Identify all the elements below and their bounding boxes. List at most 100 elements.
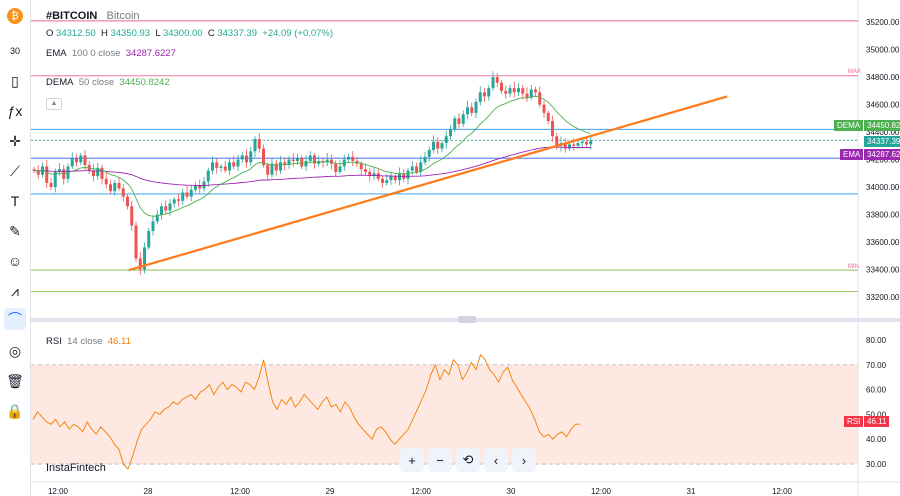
candle-body bbox=[300, 158, 304, 167]
candle-body bbox=[121, 188, 125, 197]
ema-legend[interactable]: EMA 100 0 close 34287.6227 bbox=[46, 48, 176, 59]
zoom-in-button[interactable]: + bbox=[400, 448, 424, 472]
ema-price-tag: 34287.62 bbox=[864, 149, 900, 160]
symbol-title[interactable]: #BITCOIN bbox=[46, 10, 98, 22]
candle-body bbox=[138, 258, 142, 270]
candle-body bbox=[32, 169, 36, 171]
price-tick-label: 34600.00 bbox=[866, 101, 900, 110]
candle-body bbox=[393, 176, 397, 181]
text-icon[interactable]: T bbox=[10, 193, 20, 209]
candle-body bbox=[202, 181, 206, 189]
candle-body bbox=[551, 121, 554, 137]
candle-body bbox=[296, 158, 299, 161]
candle-body bbox=[109, 184, 112, 192]
time-tick-label: 28 bbox=[144, 487, 153, 496]
close-value: 34337.39 bbox=[217, 28, 257, 39]
ema-params: 100 0 close bbox=[71, 48, 121, 59]
candle-body bbox=[415, 166, 418, 172]
candle-body bbox=[466, 107, 469, 115]
candle-body bbox=[351, 156, 355, 161]
rsi-legend[interactable]: RSI 14 close 46.11 bbox=[46, 336, 131, 347]
ema-label: EMA bbox=[46, 48, 67, 59]
symbol-name: Bitcoin bbox=[106, 10, 140, 22]
candle-body bbox=[491, 77, 495, 89]
candle-body bbox=[147, 230, 151, 248]
candle-body bbox=[457, 118, 461, 124]
indicators-icon[interactable]: ƒx bbox=[7, 103, 23, 119]
candle-body bbox=[568, 144, 571, 149]
candle-body bbox=[555, 136, 559, 146]
candle-body bbox=[389, 176, 393, 181]
high-value: 34350.93 bbox=[110, 28, 151, 39]
brush-icon[interactable]: ✎ bbox=[9, 222, 21, 239]
candle-body bbox=[576, 143, 580, 146]
candle-body bbox=[287, 159, 291, 166]
dema-legend[interactable]: DEMA 50 close 34450.8242 bbox=[46, 77, 170, 88]
candle-body bbox=[143, 247, 146, 270]
candle-body bbox=[96, 167, 100, 177]
magnet-icon[interactable]: ⌒ bbox=[4, 308, 26, 330]
candle-body bbox=[436, 141, 440, 149]
rsi-params: 14 close bbox=[67, 336, 103, 347]
hide-icon[interactable]: ◎ bbox=[8, 342, 22, 359]
candle-body bbox=[308, 155, 312, 161]
candle-body bbox=[453, 118, 457, 130]
candle-body bbox=[274, 163, 278, 171]
candle-body bbox=[372, 173, 376, 177]
crosshair-icon[interactable]: ✛ bbox=[9, 132, 21, 149]
low-value: 34300.00 bbox=[162, 28, 203, 39]
zoom-out-button[interactable]: − bbox=[428, 448, 452, 472]
scroll-left-button[interactable]: ‹ bbox=[484, 448, 508, 472]
candle-body bbox=[181, 192, 185, 201]
trash-icon[interactable]: 🗑 bbox=[6, 372, 24, 389]
candle-body bbox=[172, 199, 176, 204]
candle-body bbox=[525, 93, 529, 98]
candle-body bbox=[53, 171, 57, 188]
low-label: L bbox=[155, 28, 161, 39]
candle-body bbox=[449, 129, 452, 137]
rsi-price-tag: 46.11 bbox=[864, 416, 890, 427]
candle-body bbox=[385, 180, 389, 183]
candle-body bbox=[291, 159, 295, 161]
candle-body bbox=[572, 144, 576, 146]
ema-value: 34287.6227 bbox=[125, 48, 176, 59]
candle-body bbox=[313, 155, 316, 164]
candle-body bbox=[563, 143, 567, 149]
candle-body bbox=[117, 182, 121, 189]
candle-body bbox=[245, 155, 248, 163]
symbol-line: #BITCOIN Bitcoin bbox=[46, 10, 140, 22]
candle-body bbox=[495, 77, 499, 83]
rsi-label: RSI bbox=[46, 336, 62, 347]
emoji-icon[interactable]: ☺ bbox=[7, 253, 23, 269]
scroll-right-button[interactable]: › bbox=[512, 448, 536, 472]
pattern-icon[interactable]: ⩘ bbox=[11, 282, 19, 299]
bitcoin-icon[interactable]: ₿ bbox=[7, 8, 23, 24]
candle-body bbox=[529, 89, 533, 98]
rsi-tick-label: 50.00 bbox=[866, 410, 887, 419]
lock-icon[interactable]: 🔒 bbox=[6, 402, 24, 419]
candle-body bbox=[240, 155, 244, 160]
collapse-legend-button[interactable]: ▲ bbox=[46, 98, 62, 110]
reset-chart-button[interactable]: ⟲ bbox=[456, 448, 480, 472]
candle-body bbox=[376, 173, 380, 179]
trendline-icon[interactable]: ⟋ bbox=[10, 162, 20, 179]
ohlc-legend: O 34312.50 H 34350.93 L 34300.00 C 34337… bbox=[46, 28, 333, 39]
open-label: O bbox=[46, 28, 54, 39]
candle-body bbox=[177, 199, 180, 201]
candle-body bbox=[45, 166, 49, 183]
candle-body bbox=[83, 155, 87, 166]
time-tick-label: 30 bbox=[507, 487, 516, 496]
price-tick-label: 35000.00 bbox=[866, 46, 900, 55]
dema-label: DEMA bbox=[46, 77, 74, 88]
rsi-tick-label: 30.00 bbox=[866, 460, 887, 469]
price-tick-label: 33200.00 bbox=[866, 293, 900, 302]
candle-body bbox=[381, 178, 384, 183]
candle-body bbox=[427, 149, 431, 157]
price-tick-label: 33400.00 bbox=[866, 265, 900, 274]
min-marker: MIN bbox=[848, 264, 859, 270]
dema-tag-label: DEMA bbox=[837, 121, 861, 130]
candle-body bbox=[49, 182, 53, 188]
chart-type-icon[interactable]: ▯ bbox=[11, 72, 19, 89]
candle-body bbox=[461, 114, 465, 124]
timeframe-icon[interactable]: 30 bbox=[9, 46, 20, 56]
